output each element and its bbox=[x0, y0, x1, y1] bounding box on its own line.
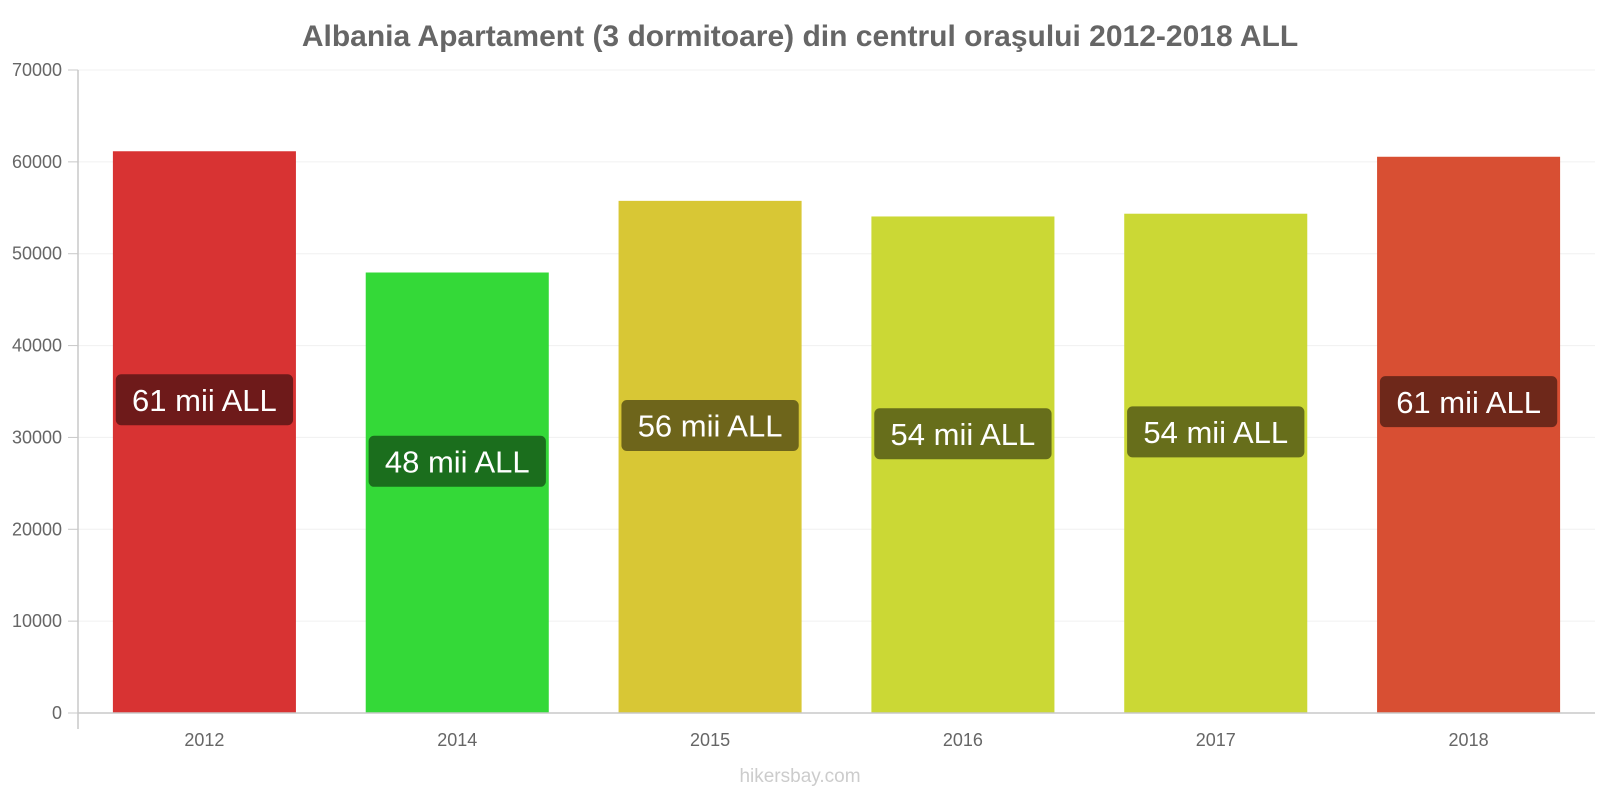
bar-2016 bbox=[871, 216, 1055, 714]
bar-2018 bbox=[1377, 156, 1561, 714]
data-label-2015: 56 mii ALL bbox=[621, 399, 799, 451]
data-label-text: 54 mii ALL bbox=[891, 417, 1036, 452]
chart-title: Albania Apartament (3 dormitoare) din ce… bbox=[302, 20, 1298, 53]
y-tick-label: 0 bbox=[52, 703, 62, 723]
bar-2015 bbox=[618, 200, 802, 714]
watermark: hikersbay.com bbox=[739, 766, 860, 787]
data-label-box bbox=[115, 374, 294, 426]
data-label-2014: 48 mii ALL bbox=[368, 435, 546, 487]
y-tick-label: 40000 bbox=[12, 336, 62, 356]
data-label-text: 61 mii ALL bbox=[132, 383, 277, 418]
y-tick-label: 20000 bbox=[12, 519, 62, 539]
data-label-text: 61 mii ALL bbox=[1396, 385, 1541, 420]
x-tick-label: 2016 bbox=[943, 730, 983, 750]
x-tick-label: 2012 bbox=[184, 730, 224, 750]
data-label-text: 56 mii ALL bbox=[638, 409, 783, 444]
y-tick-label: 30000 bbox=[12, 427, 62, 447]
x-tick-label: 2018 bbox=[1449, 730, 1489, 750]
data-label-2016: 54 mii ALL bbox=[874, 408, 1052, 460]
data-label-box bbox=[621, 399, 799, 451]
y-tick-label: 50000 bbox=[12, 244, 62, 264]
data-label-box bbox=[1127, 406, 1305, 458]
axes: 0 10000 20000 30000 40000 50000 60000 70000 2012… bbox=[12, 60, 1595, 750]
data-label-2012: 61 mii ALL bbox=[115, 374, 294, 426]
y-tick-label: 60000 bbox=[12, 152, 62, 172]
bar-2017 bbox=[1124, 213, 1308, 714]
y-tick-label: 10000 bbox=[12, 611, 62, 631]
bar-2014 bbox=[365, 272, 549, 714]
x-tick-label: 2015 bbox=[690, 730, 730, 750]
data-label-2018: 61 mii ALL bbox=[1379, 376, 1558, 428]
grid bbox=[78, 69, 1595, 622]
data-label-box bbox=[1379, 376, 1558, 428]
bar-2012 bbox=[112, 151, 296, 714]
data-label-box bbox=[368, 435, 546, 487]
data-label-text: 54 mii ALL bbox=[1143, 415, 1288, 450]
y-tick-label: 70000 bbox=[12, 60, 62, 80]
x-tick-label: 2017 bbox=[1196, 730, 1236, 750]
data-label-2017: 54 mii ALL bbox=[1127, 406, 1305, 458]
bars bbox=[112, 151, 1561, 714]
x-tick-label: 2014 bbox=[437, 730, 477, 750]
data-labels: 61 mii ALL 48 mii ALL 56 mii ALL 54 mii ALL… bbox=[115, 374, 1558, 487]
data-label-text: 48 mii ALL bbox=[385, 444, 530, 479]
data-label-box bbox=[874, 408, 1052, 460]
